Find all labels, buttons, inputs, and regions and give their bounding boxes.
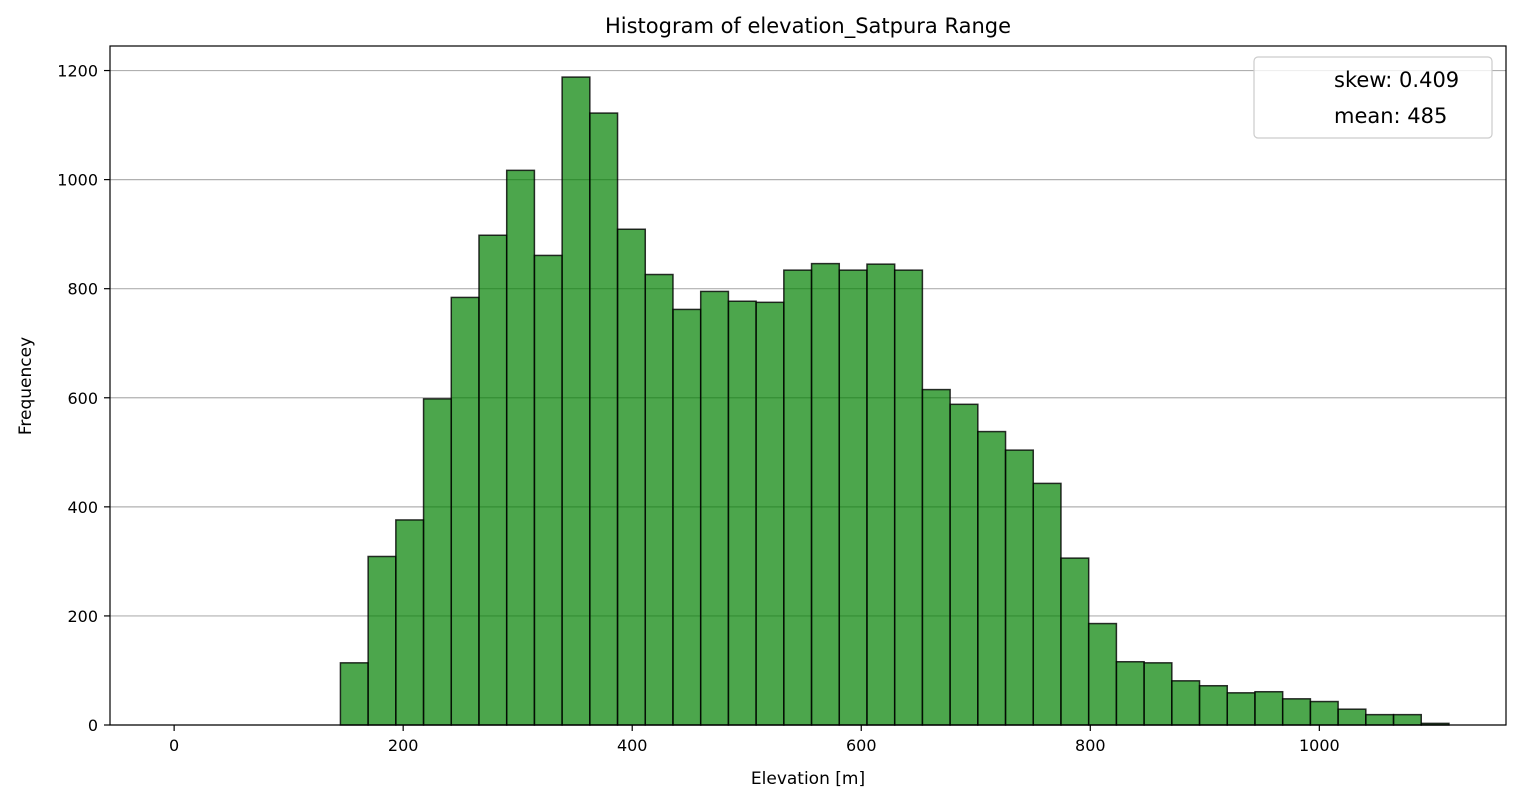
legend-entry-skew: skew: 0.409 [1334,68,1459,92]
histogram-bar [672,308,702,726]
histogram-bar [1392,713,1423,726]
histogram-bar [589,112,619,726]
histogram-bar [616,228,647,726]
histogram-bar [422,398,453,726]
y-tick-label: 1200 [57,62,98,81]
bars-layer [339,76,1450,726]
y-tick-label: 0 [88,716,98,735]
legend-box [1253,56,1493,139]
histogram-bar [1254,690,1284,726]
x-tick-label: 800 [1075,736,1106,755]
histogram-bar [1281,698,1312,726]
histogram-bar [395,519,425,726]
histogram-bar [1365,713,1395,726]
histogram-bar [727,300,757,726]
histogram-bar [644,273,674,726]
histogram-bar [1337,708,1367,726]
legend: skew: 0.409 mean: 485 [1253,56,1493,139]
histogram-bar [1171,680,1201,726]
histogram-bar [866,263,896,726]
histogram-bar [505,169,536,726]
y-tick-label: 400 [67,498,98,517]
histogram-bar [810,262,841,726]
y-tick-label: 200 [67,607,98,626]
histogram-bar [1087,622,1118,726]
plot-frame [109,45,1507,726]
histogram-bar [783,269,813,726]
histogram-bar [1032,482,1062,726]
y-tick-label: 1000 [57,171,98,190]
y-tick-label: 800 [67,280,98,299]
histogram-bar [339,662,369,726]
histogram-bar [1309,700,1339,726]
x-tick-label: 1000 [1299,736,1340,755]
histogram-bar [977,430,1007,726]
histogram-bar [1004,449,1035,726]
x-tick-label: 600 [846,736,877,755]
x-tick-label: 0 [169,736,179,755]
histogram-bar [838,269,868,726]
histogram-bar [1198,684,1229,726]
histogram-bar [450,296,480,726]
histogram-bar [1226,692,1256,726]
histogram-bar [921,388,951,726]
chart-title: Histogram of elevation_Satpura Range [605,14,1011,39]
histogram-bar [893,269,924,726]
histogram-bar [949,403,979,726]
histogram-bar [561,76,591,726]
histogram-bar [1060,557,1090,726]
histogram-bar [367,555,397,726]
x-axis-label: Elevation [m] [751,769,865,789]
y-axis-label: Frequencey [16,337,36,435]
x-tick-label: 400 [617,736,648,755]
y-tick-label: 600 [67,389,98,408]
histogram-bar [1143,662,1173,726]
legend-entry-mean: mean: 485 [1334,104,1447,128]
histogram-bar [755,301,785,726]
histogram-bar [478,234,508,726]
ticks-layer: 0 200 400 600 800 1000 0 200 400 600 800 1000 1200 [57,62,1339,755]
x-tick-label: 200 [388,736,419,755]
histogram-bar [1115,660,1145,726]
histogram-bar [533,254,563,726]
histogram-bar [699,290,730,726]
